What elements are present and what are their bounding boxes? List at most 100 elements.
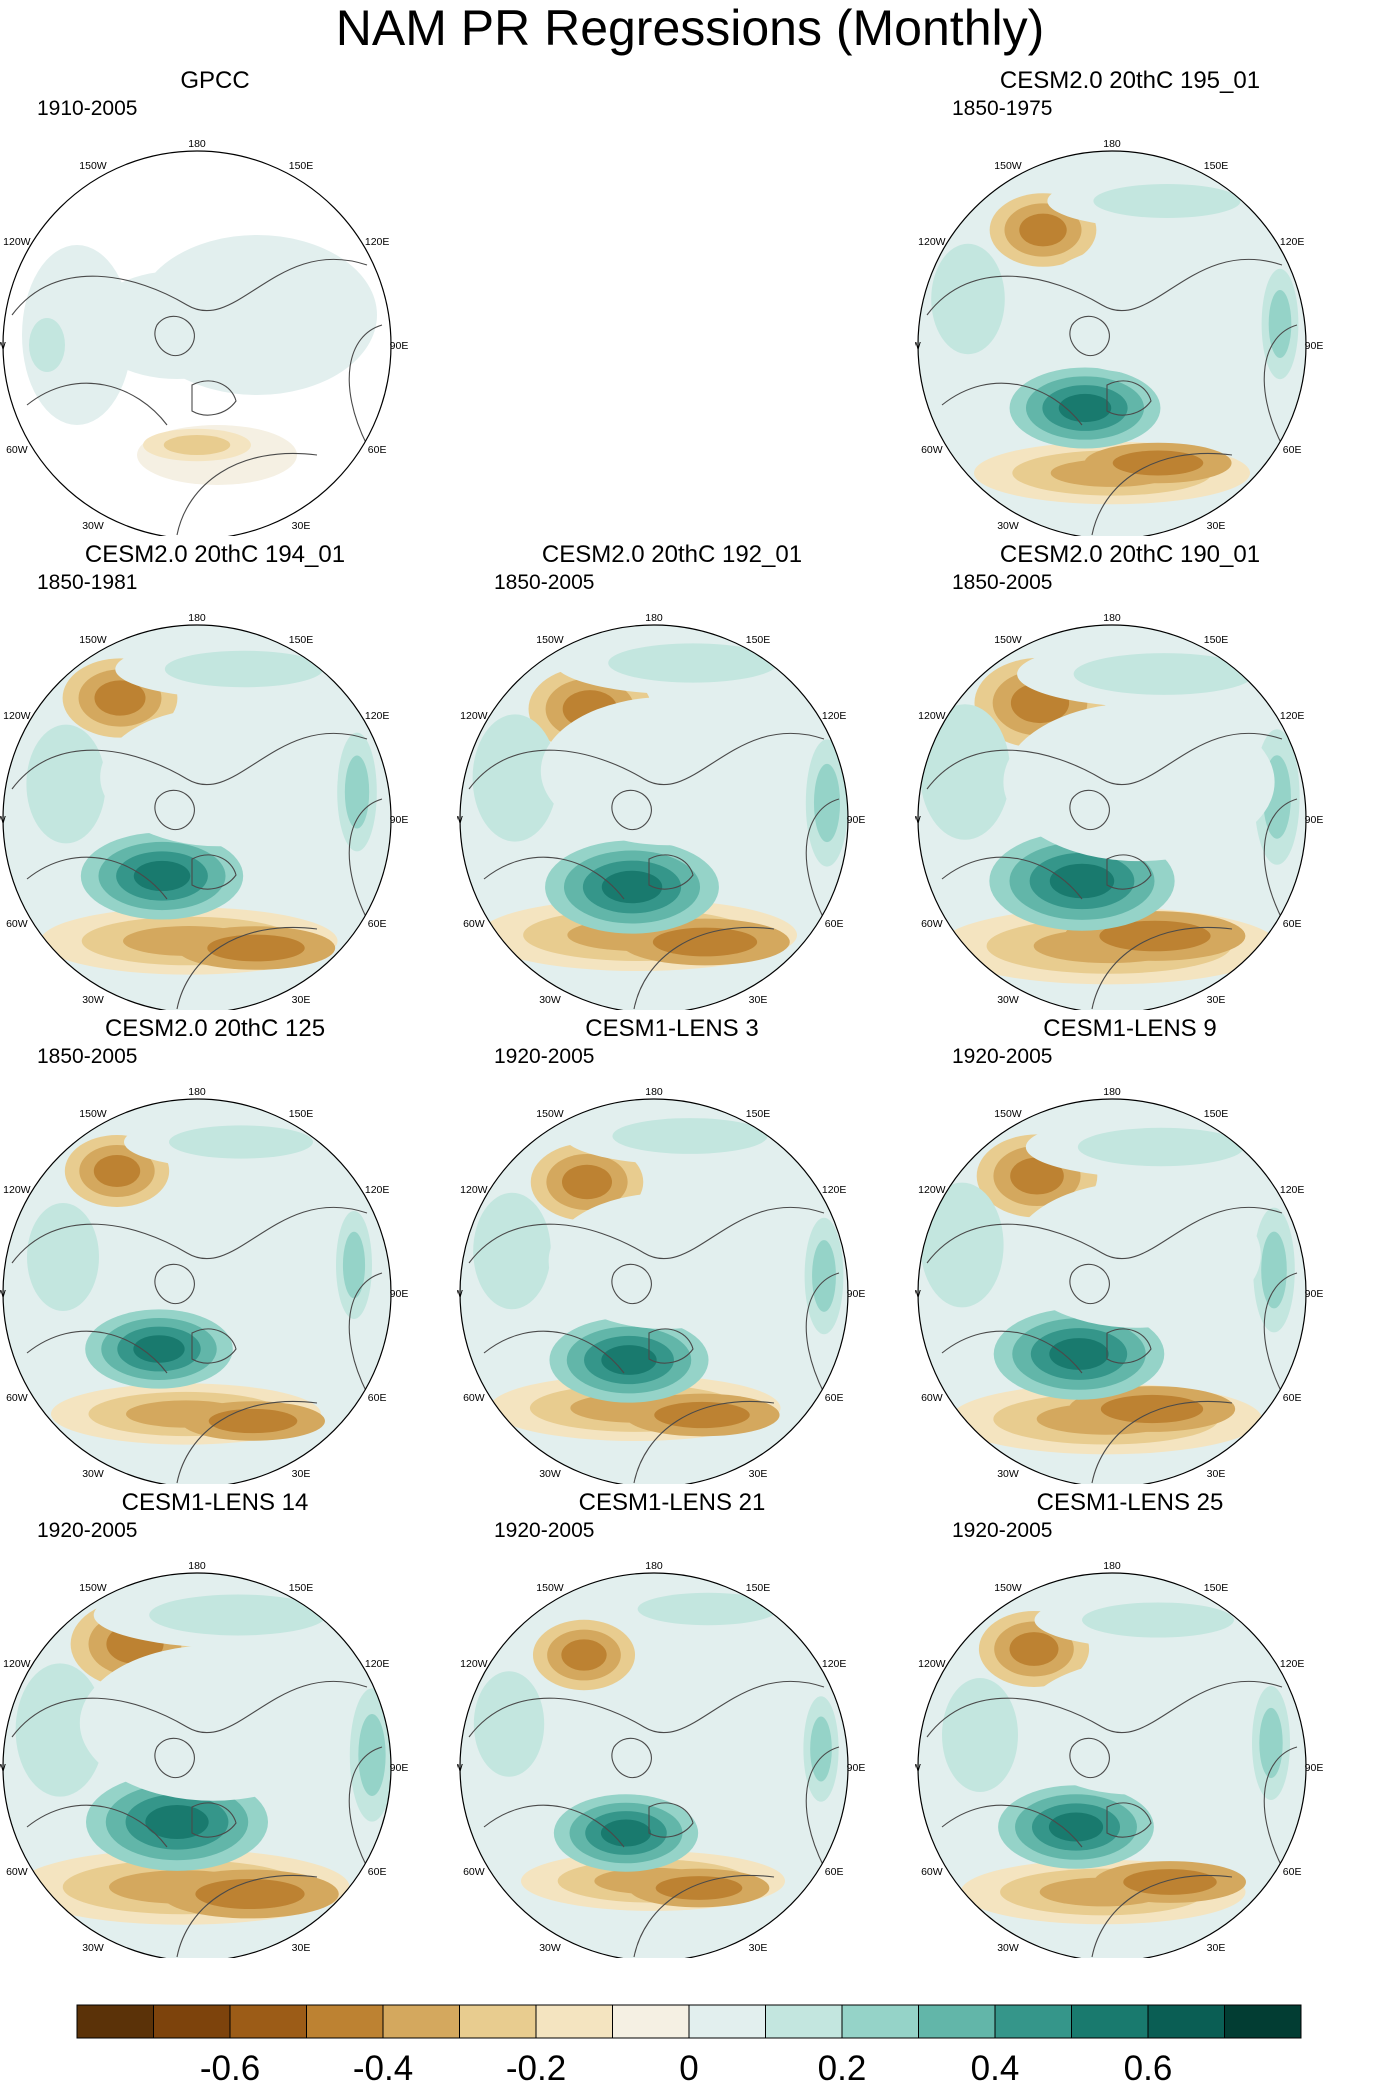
longitude-label: 30W (997, 994, 1019, 1006)
panel-period: 1850-2005 (952, 571, 1053, 594)
longitude-label: 90E (847, 814, 866, 826)
longitude-label: 150E (746, 1108, 771, 1120)
longitude-label: 120W (918, 1658, 946, 1670)
longitude-label: 120E (822, 710, 847, 722)
panel-title: CESM1-LENS 14 (121, 1489, 309, 1516)
polar-map: 180150E120E90E60E30E030W60W90W120W150W (0, 1560, 409, 1958)
map-panel: CESM1-LENS 9 1920-2005 180 150E 120E 90E 60E 30… (915, 1014, 1345, 1484)
panel-title: CESM2.0 20thC 190_01 (999, 541, 1261, 568)
longitude-label: 150E (289, 1108, 314, 1120)
longitude-label: 60W (6, 918, 28, 930)
longitude-label: 30W (82, 1468, 104, 1480)
longitude-label: 90E (1305, 340, 1324, 352)
longitude-label: 90W (915, 814, 921, 826)
map-panel: CESM2.0 20thC 125 1850-2005 180 150E 120E 90E… (0, 1014, 430, 1484)
longitude-label: 90W (0, 1762, 6, 1774)
main-title: NAM PR Regressions (Monthly) (335, 0, 1045, 56)
longitude-label: 150W (536, 1108, 564, 1120)
longitude-label: 120E (1280, 1658, 1305, 1670)
longitude-label: 60W (6, 444, 28, 456)
longitude-label: 120E (365, 1184, 390, 1196)
longitude-label: 60E (368, 1866, 387, 1878)
longitude-label: 150E (289, 634, 314, 646)
panel-period: 1920-2005 (952, 1045, 1053, 1068)
longitude-label: 60W (921, 1392, 943, 1404)
longitude-label: 150W (994, 634, 1022, 646)
longitude-label: 150W (79, 1108, 107, 1120)
longitude-label: 150W (994, 1108, 1022, 1120)
colorbar-tick-label: 0.4 (971, 2049, 1020, 2086)
polar-map: 180150E120E90E60E30E030W60W90W120W150W (0, 138, 409, 536)
longitude-label: 120W (3, 710, 31, 722)
panel-title: CESM1-LENS 3 (585, 1015, 759, 1042)
map-panel: GPCC1910-2005180150E120E90E60E30E030W60W… (0, 66, 430, 536)
longitude-label: 150E (1204, 1582, 1229, 1594)
longitude-label: 150W (79, 1582, 107, 1594)
colorbar-swatch (382, 2004, 460, 2039)
longitude-label: 90W (457, 814, 463, 826)
longitude-label: 60W (921, 1866, 943, 1878)
longitude-label: 180 (188, 1086, 206, 1098)
longitude-label: 30E (749, 1468, 768, 1480)
panel-title: CESM1-LENS 9 (1043, 1015, 1217, 1042)
panel-period: 1920-2005 (37, 1519, 138, 1542)
longitude-label: 90W (457, 1762, 463, 1774)
longitude-label: 60W (463, 1866, 485, 1878)
longitude-label: 150W (79, 634, 107, 646)
longitude-label: 90W (915, 1762, 921, 1774)
longitude-label: 60W (6, 1392, 28, 1404)
colorbar-swatch (76, 2004, 154, 2039)
map-panel: CESM2.0 20thC 190_01 1850-2005 180 150E 120E… (915, 540, 1345, 1010)
panel-period: 1920-2005 (952, 1519, 1053, 1542)
longitude-label: 120W (460, 1658, 488, 1670)
panel-period: 1850-2005 (37, 1045, 138, 1068)
map-panel: CESM1-LENS 3 1920-2005 180 150E 120E 90E 60E 30… (457, 1014, 887, 1484)
longitude-label: 90W (0, 340, 6, 352)
polar-map: 180150E120E90E60E30E030W60W90W120W150W (0, 1086, 409, 1484)
longitude-label: 180 (1103, 1086, 1121, 1098)
panel-title: CESM2.0 20thC 195_01 (999, 67, 1261, 94)
colorbar-swatch (229, 2004, 307, 2039)
longitude-label: 120E (822, 1184, 847, 1196)
longitude-label: 30E (292, 1468, 311, 1480)
colorbar-tick-label: -0.6 (200, 2049, 260, 2086)
longitude-label: 90E (390, 1762, 409, 1774)
longitude-label: 60E (1283, 444, 1302, 456)
colorbar-swatch (841, 2004, 919, 2039)
panel-period: 1850-1975 (952, 97, 1053, 120)
colorbar-swatch (994, 2004, 1072, 2039)
polar-map: 180150E120E90E60E30E030W60W90W120W150W (0, 612, 408, 1010)
colorbar-tick-label: -0.4 (353, 2049, 413, 2086)
longitude-label: 90W (0, 1288, 6, 1300)
longitude-label: 90E (390, 1288, 409, 1300)
longitude-label: 30E (292, 1942, 311, 1954)
longitude-label: 90W (915, 1288, 921, 1300)
longitude-label: 180 (645, 1560, 663, 1572)
longitude-label: 90E (1305, 1288, 1324, 1300)
longitude-label: 30E (1207, 994, 1226, 1006)
longitude-label: 90W (0, 814, 6, 826)
colorbar-swatch (1071, 2004, 1149, 2039)
longitude-label: 90E (847, 1288, 866, 1300)
longitude-label: 150E (1204, 160, 1229, 172)
longitude-label: 120W (918, 1184, 946, 1196)
map-panel: CESM1-LENS 21 1920-2005 180 150E 120E 90E 60E 3… (457, 1488, 887, 1958)
colorbar-swatch (535, 2004, 613, 2039)
longitude-label: 30W (997, 1468, 1019, 1480)
longitude-label: 180 (1103, 1560, 1121, 1572)
map-panel: CESM1-LENS 14 1920-2005 180 150E 120E 90E 60E 3… (0, 1488, 430, 1958)
longitude-label: 150W (994, 160, 1022, 172)
colorbar-tick-label: 0.2 (818, 2049, 867, 2086)
longitude-label: 150E (1204, 1108, 1229, 1120)
longitude-label: 60E (1283, 1392, 1302, 1404)
longitude-label: 120E (822, 1658, 847, 1670)
map-panel: CESM2.0 20thC 192_01 1850-2005 180 150E 120E… (457, 540, 887, 1010)
longitude-label: 90E (847, 1762, 866, 1774)
colorbar-tick-label: -0.2 (506, 2049, 566, 2086)
longitude-label: 90W (457, 1288, 463, 1300)
longitude-label: 90E (390, 340, 409, 352)
panel-title: CESM1-LENS 21 (578, 1489, 766, 1516)
colorbar-tick-label: 0 (679, 2049, 698, 2086)
colorbar-swatch (918, 2004, 996, 2039)
panel-period: 1850-1981 (37, 571, 138, 594)
